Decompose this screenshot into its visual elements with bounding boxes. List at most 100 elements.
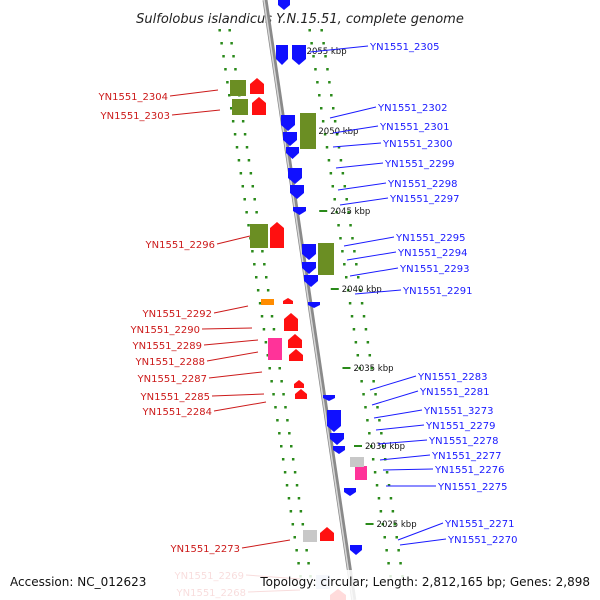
map-dot <box>335 133 339 136</box>
gene-label-forward: YN1551_2281 <box>419 387 490 398</box>
leader-line <box>399 538 447 546</box>
gene-label-forward: YN1551_2271 <box>444 519 515 530</box>
map-dot <box>380 432 383 435</box>
map-dot <box>383 536 386 539</box>
gene-label-forward: YN1551_2294 <box>397 248 468 259</box>
map-dot <box>368 432 371 435</box>
map-dot <box>276 419 279 422</box>
map-dot <box>295 549 298 552</box>
leader-line <box>379 454 431 461</box>
gene-label-reverse: YN1551_2289 <box>132 341 203 352</box>
map-dot <box>341 250 344 253</box>
leader-line <box>369 375 417 391</box>
map-dot <box>249 172 253 175</box>
map-dot <box>364 328 368 331</box>
forward-gene <box>333 446 345 454</box>
reverse-gene <box>288 334 302 348</box>
map-dot <box>312 55 315 58</box>
gene-label-reverse: YN1551_2285 <box>140 392 211 403</box>
leader-line <box>216 235 251 245</box>
map-dot <box>314 68 317 71</box>
map-dot <box>356 354 360 357</box>
map-dot <box>320 29 323 32</box>
map-dot <box>235 146 239 149</box>
leader-line <box>211 393 265 397</box>
map-dot <box>297 562 300 565</box>
map-dot <box>333 198 336 201</box>
map-dot <box>287 497 291 500</box>
gene-label-forward: YN1551_2295 <box>395 233 466 244</box>
map-dot <box>270 315 274 318</box>
map-dot <box>284 406 287 409</box>
map-dot <box>377 497 381 500</box>
olive-gene <box>250 224 268 248</box>
map-dot <box>305 549 308 552</box>
gene-label-reverse: YN1551_2292 <box>142 309 213 320</box>
map-dot <box>378 419 381 422</box>
map-dot <box>263 263 266 266</box>
forward-gene <box>304 275 318 287</box>
map-dot <box>355 263 358 266</box>
map-dot <box>226 81 229 84</box>
scale-tick-label: 2045 kbp <box>330 207 370 217</box>
gene-label-forward: YN1551_2276 <box>434 465 505 476</box>
gene-label-reverse: YN1551_2290 <box>130 325 201 336</box>
pink-gene <box>355 466 367 480</box>
map-dot <box>362 315 366 318</box>
reverse-gene <box>252 97 266 115</box>
map-dot <box>373 471 377 474</box>
map-dot <box>366 341 370 344</box>
map-dot <box>234 68 237 71</box>
map-dot <box>247 159 251 162</box>
map-dot <box>266 289 270 292</box>
map-dot <box>339 159 343 162</box>
map-dot <box>366 419 369 422</box>
forward-gene <box>302 244 316 260</box>
map-dot <box>301 523 305 526</box>
olive-gene <box>232 99 248 115</box>
forward-gene <box>344 488 356 496</box>
gene-label-forward: YN1551_2277 <box>431 451 502 462</box>
gene-label-forward: YN1551_2305 <box>369 42 440 53</box>
gene-label-reverse: YN1551_2303 <box>100 111 171 122</box>
scale-tick-label: 2030 kbp <box>365 442 405 452</box>
map-dot <box>220 42 223 45</box>
gene-label-reverse: YN1551_2296 <box>145 240 216 251</box>
map-dot <box>391 510 395 513</box>
map-dot <box>341 172 345 175</box>
map-dot <box>239 172 243 175</box>
map-dot <box>318 94 321 97</box>
reverse-gene <box>289 349 303 361</box>
map-dot <box>319 107 323 110</box>
map-dot <box>264 276 268 279</box>
map-dot <box>222 55 225 58</box>
leader-line <box>349 267 399 277</box>
map-dot <box>322 42 325 45</box>
map-dot <box>295 484 299 487</box>
map-dot <box>389 497 393 500</box>
gene-label-reverse: YN1551_2273 <box>170 544 241 555</box>
map-dot <box>343 185 347 188</box>
map-dot <box>379 510 383 513</box>
gene-label-forward: YN1551_2270 <box>447 535 518 546</box>
forward-gene <box>283 132 297 146</box>
map-dot <box>362 393 365 396</box>
reverse-gene <box>294 380 304 388</box>
map-dot <box>280 380 283 383</box>
map-dot <box>241 120 245 123</box>
scale-tick-label: 2055 kbp <box>307 47 347 57</box>
map-dot <box>247 224 250 227</box>
forward-gene <box>350 545 362 555</box>
map-dot <box>253 263 256 266</box>
map-dot <box>266 354 270 357</box>
map-dot <box>256 289 260 292</box>
map-dot <box>297 497 301 500</box>
reverse-gene <box>295 389 307 399</box>
map-dot <box>325 146 329 149</box>
map-dot <box>232 55 235 58</box>
forward-gene <box>288 168 302 184</box>
map-dot <box>272 393 275 396</box>
map-dot <box>370 367 373 370</box>
map-dot <box>261 250 264 253</box>
